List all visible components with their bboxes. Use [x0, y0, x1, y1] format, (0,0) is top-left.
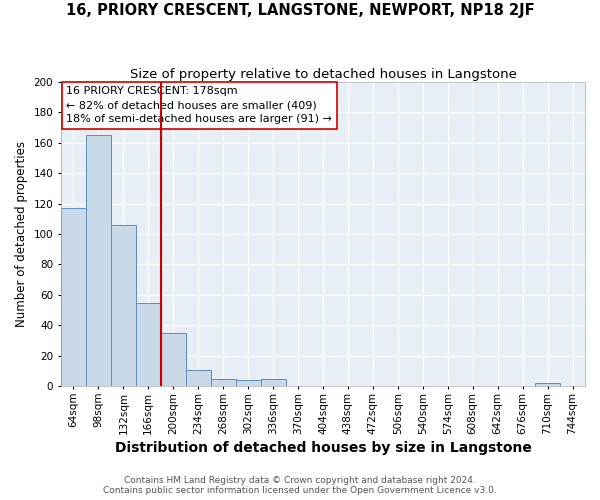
Text: 16, PRIORY CRESCENT, LANGSTONE, NEWPORT, NP18 2JF: 16, PRIORY CRESCENT, LANGSTONE, NEWPORT,…: [65, 2, 535, 18]
Bar: [535, 384, 560, 386]
Bar: [136, 302, 161, 386]
Bar: [186, 370, 211, 386]
X-axis label: Distribution of detached houses by size in Langstone: Distribution of detached houses by size …: [115, 441, 532, 455]
Bar: [161, 333, 186, 386]
Bar: [236, 380, 260, 386]
Title: Size of property relative to detached houses in Langstone: Size of property relative to detached ho…: [130, 68, 517, 80]
Text: Contains HM Land Registry data © Crown copyright and database right 2024.
Contai: Contains HM Land Registry data © Crown c…: [103, 476, 497, 495]
Bar: [61, 208, 86, 386]
Bar: [211, 379, 236, 386]
Text: 16 PRIORY CRESCENT: 178sqm
← 82% of detached houses are smaller (409)
18% of sem: 16 PRIORY CRESCENT: 178sqm ← 82% of deta…: [66, 86, 332, 124]
Bar: [86, 135, 111, 386]
Bar: [111, 225, 136, 386]
Bar: [260, 379, 286, 386]
Y-axis label: Number of detached properties: Number of detached properties: [15, 141, 28, 327]
